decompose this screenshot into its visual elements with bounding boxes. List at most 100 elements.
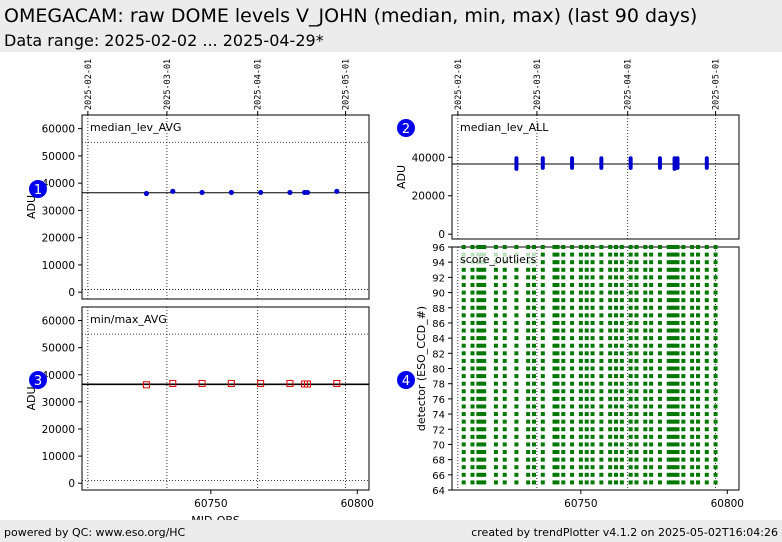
outlier-point xyxy=(704,275,709,280)
outlier-point xyxy=(552,358,557,363)
outlier-point xyxy=(578,313,583,318)
outlier-point xyxy=(669,404,674,409)
outlier-point xyxy=(461,282,466,287)
outlier-point xyxy=(704,374,709,379)
outlier-point xyxy=(675,351,680,356)
outlier-point xyxy=(470,472,475,477)
outlier-point xyxy=(561,252,566,257)
outlier-point xyxy=(461,450,466,455)
outlier-point xyxy=(643,245,648,249)
outlier-point xyxy=(704,358,709,363)
outlier-point xyxy=(690,245,695,249)
date-tick-label: 2025-03-01 xyxy=(533,59,543,110)
outlier-point xyxy=(502,358,507,363)
outlier-point xyxy=(599,298,604,303)
outlier-point xyxy=(713,305,718,310)
outlier-point xyxy=(619,480,624,485)
outlier-point xyxy=(476,275,481,280)
outlier-point xyxy=(690,290,695,295)
outlier-point xyxy=(502,381,507,386)
outlier-point xyxy=(675,328,680,333)
outlier-point xyxy=(570,298,575,303)
outlier-point xyxy=(666,313,671,318)
outlier-point xyxy=(666,245,671,249)
outlier-point xyxy=(502,282,507,287)
date-tick-label: 2025-04-01 xyxy=(624,59,634,110)
outlier-point xyxy=(470,389,475,394)
outlier-point xyxy=(570,267,575,272)
outlier-point xyxy=(634,457,639,462)
outlier-point xyxy=(552,313,557,318)
axes-frame xyxy=(81,114,370,300)
outlier-point xyxy=(461,465,466,470)
outlier-point xyxy=(470,267,475,272)
outlier-point xyxy=(704,465,709,470)
outlier-point xyxy=(552,419,557,424)
outlier-point xyxy=(470,442,475,447)
outlier-point xyxy=(532,245,536,249)
outlier-point xyxy=(540,412,545,417)
y-tick-label: 0 xyxy=(68,287,75,299)
outlier-point xyxy=(672,252,677,257)
outlier-point xyxy=(561,472,566,477)
outlier-point xyxy=(681,252,686,257)
outlier-point xyxy=(608,298,613,303)
outlier-point xyxy=(690,450,695,455)
outlier-point xyxy=(590,267,595,272)
outlier-point xyxy=(561,290,566,295)
outlier-point xyxy=(479,245,484,249)
outlier-point xyxy=(634,419,639,424)
data-point xyxy=(257,379,265,387)
outlier-point xyxy=(713,320,718,325)
outlier-point xyxy=(672,260,677,265)
outlier-point xyxy=(590,374,595,379)
outlier-point xyxy=(649,282,654,287)
outlier-point xyxy=(578,389,583,394)
outlier-point xyxy=(570,336,575,341)
outlier-point xyxy=(526,472,531,477)
outlier-point xyxy=(649,313,654,318)
outlier-point xyxy=(669,313,674,318)
outlier-point xyxy=(614,442,618,447)
outlier-point xyxy=(666,427,671,432)
y-tick-label: 80 xyxy=(432,365,445,376)
outlier-point xyxy=(696,434,700,439)
outlier-point xyxy=(526,351,531,356)
outlier-point xyxy=(608,374,613,379)
outlier-point xyxy=(570,396,575,401)
outlier-point xyxy=(681,434,686,439)
outlier-point xyxy=(681,275,686,280)
outlier-point xyxy=(666,472,671,477)
outlier-point xyxy=(649,404,654,409)
outlier-point xyxy=(599,275,604,280)
outlier-point xyxy=(482,245,487,249)
outlier-point xyxy=(628,381,633,386)
outlier-point xyxy=(540,275,545,280)
outlier-point xyxy=(649,450,654,455)
outlier-point xyxy=(561,465,566,470)
outlier-point xyxy=(628,434,633,439)
outlier-point xyxy=(555,419,560,424)
outlier-point xyxy=(584,267,589,272)
outlier-point xyxy=(669,472,674,477)
outlier-point xyxy=(514,457,519,462)
outlier-point xyxy=(479,298,484,303)
outlier-point xyxy=(561,427,566,432)
outlier-point xyxy=(578,252,583,257)
outlier-point xyxy=(619,260,624,265)
y-tick-label: 40000 xyxy=(412,152,445,164)
outlier-point xyxy=(643,320,648,325)
outlier-point xyxy=(690,389,695,394)
outlier-point xyxy=(634,366,639,371)
outlier-point xyxy=(657,358,662,363)
outlier-point xyxy=(540,298,545,303)
outlier-point xyxy=(526,465,531,470)
outlier-point xyxy=(555,465,560,470)
y-tick-label: 92 xyxy=(432,273,445,284)
outlier-point xyxy=(643,427,648,432)
outlier-point xyxy=(614,434,618,439)
outlier-point xyxy=(532,389,536,394)
panel-label-background xyxy=(458,252,536,266)
outlier-point xyxy=(482,480,487,485)
outlier-point xyxy=(561,328,566,333)
